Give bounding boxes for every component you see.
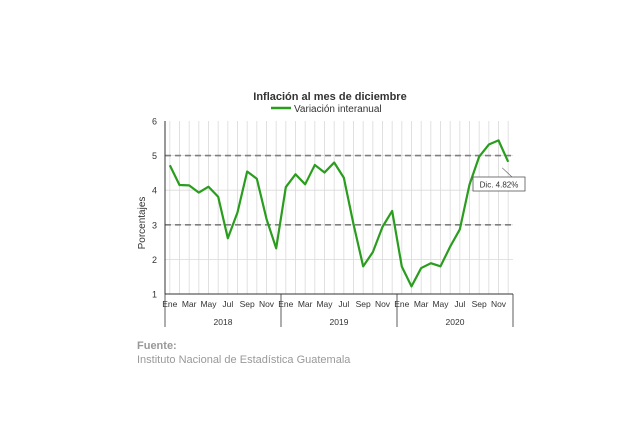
- series-group: [168, 139, 510, 288]
- x-tick-label: Nov: [259, 299, 275, 309]
- y-tick-labels: 1 2 3 4 5 6: [152, 117, 157, 300]
- y-tick-label: 2: [152, 255, 157, 265]
- chart-title: Inflación al mes de diciembre: [253, 91, 406, 103]
- x-tick-label: Sep: [356, 299, 371, 309]
- x-tick-label: Sep: [240, 299, 255, 309]
- legend: Variación interanual: [271, 104, 382, 115]
- x-tick-label: Ene: [394, 299, 409, 309]
- x-tick-label: Mar: [298, 299, 313, 309]
- year-label: 2019: [330, 317, 349, 327]
- x-tick-label: Jul: [222, 299, 233, 309]
- y-tick-label: 1: [152, 290, 157, 300]
- reference-lines: [165, 154, 513, 226]
- y-tick-label: 4: [152, 186, 157, 196]
- x-tick-label: Ene: [278, 299, 293, 309]
- annotation-group: Dic. 4.82%: [472, 167, 526, 192]
- x-tick-label: Jul: [454, 299, 465, 309]
- x-tick-label: May: [200, 299, 217, 309]
- x-tick-label: Mar: [414, 299, 429, 309]
- y-tick-label: 3: [152, 220, 157, 230]
- annotation-box: [472, 176, 526, 192]
- x-tick-label: May: [432, 299, 449, 309]
- year-label: 2018: [214, 317, 233, 327]
- x-tick-label: Ene: [162, 299, 177, 309]
- x-tick-label: Nov: [491, 299, 507, 309]
- y-tick-label: 5: [152, 151, 157, 161]
- y-tick-label: 6: [152, 117, 157, 127]
- x-tick-label: Sep: [472, 299, 487, 309]
- annotation-label: Dic. 4.82%: [480, 181, 519, 190]
- x-tick-label: May: [316, 299, 333, 309]
- source-text: Instituto Nacional de Estadística Guatem…: [137, 354, 351, 366]
- source-label: Fuente:: [137, 340, 177, 352]
- gridlines: [165, 121, 513, 294]
- annotation-leader: [501, 167, 513, 178]
- axes: [164, 121, 514, 327]
- y-axis-label: Porcentajes: [137, 197, 148, 250]
- x-tick-label: Nov: [375, 299, 391, 309]
- chart: Inflación al mes de diciembre Variación …: [137, 91, 526, 327]
- series-line: [168, 139, 510, 288]
- x-tick-label: Jul: [338, 299, 349, 309]
- year-label: 2020: [446, 317, 465, 327]
- legend-label: Variación interanual: [294, 104, 382, 115]
- x-tick-label: Mar: [182, 299, 197, 309]
